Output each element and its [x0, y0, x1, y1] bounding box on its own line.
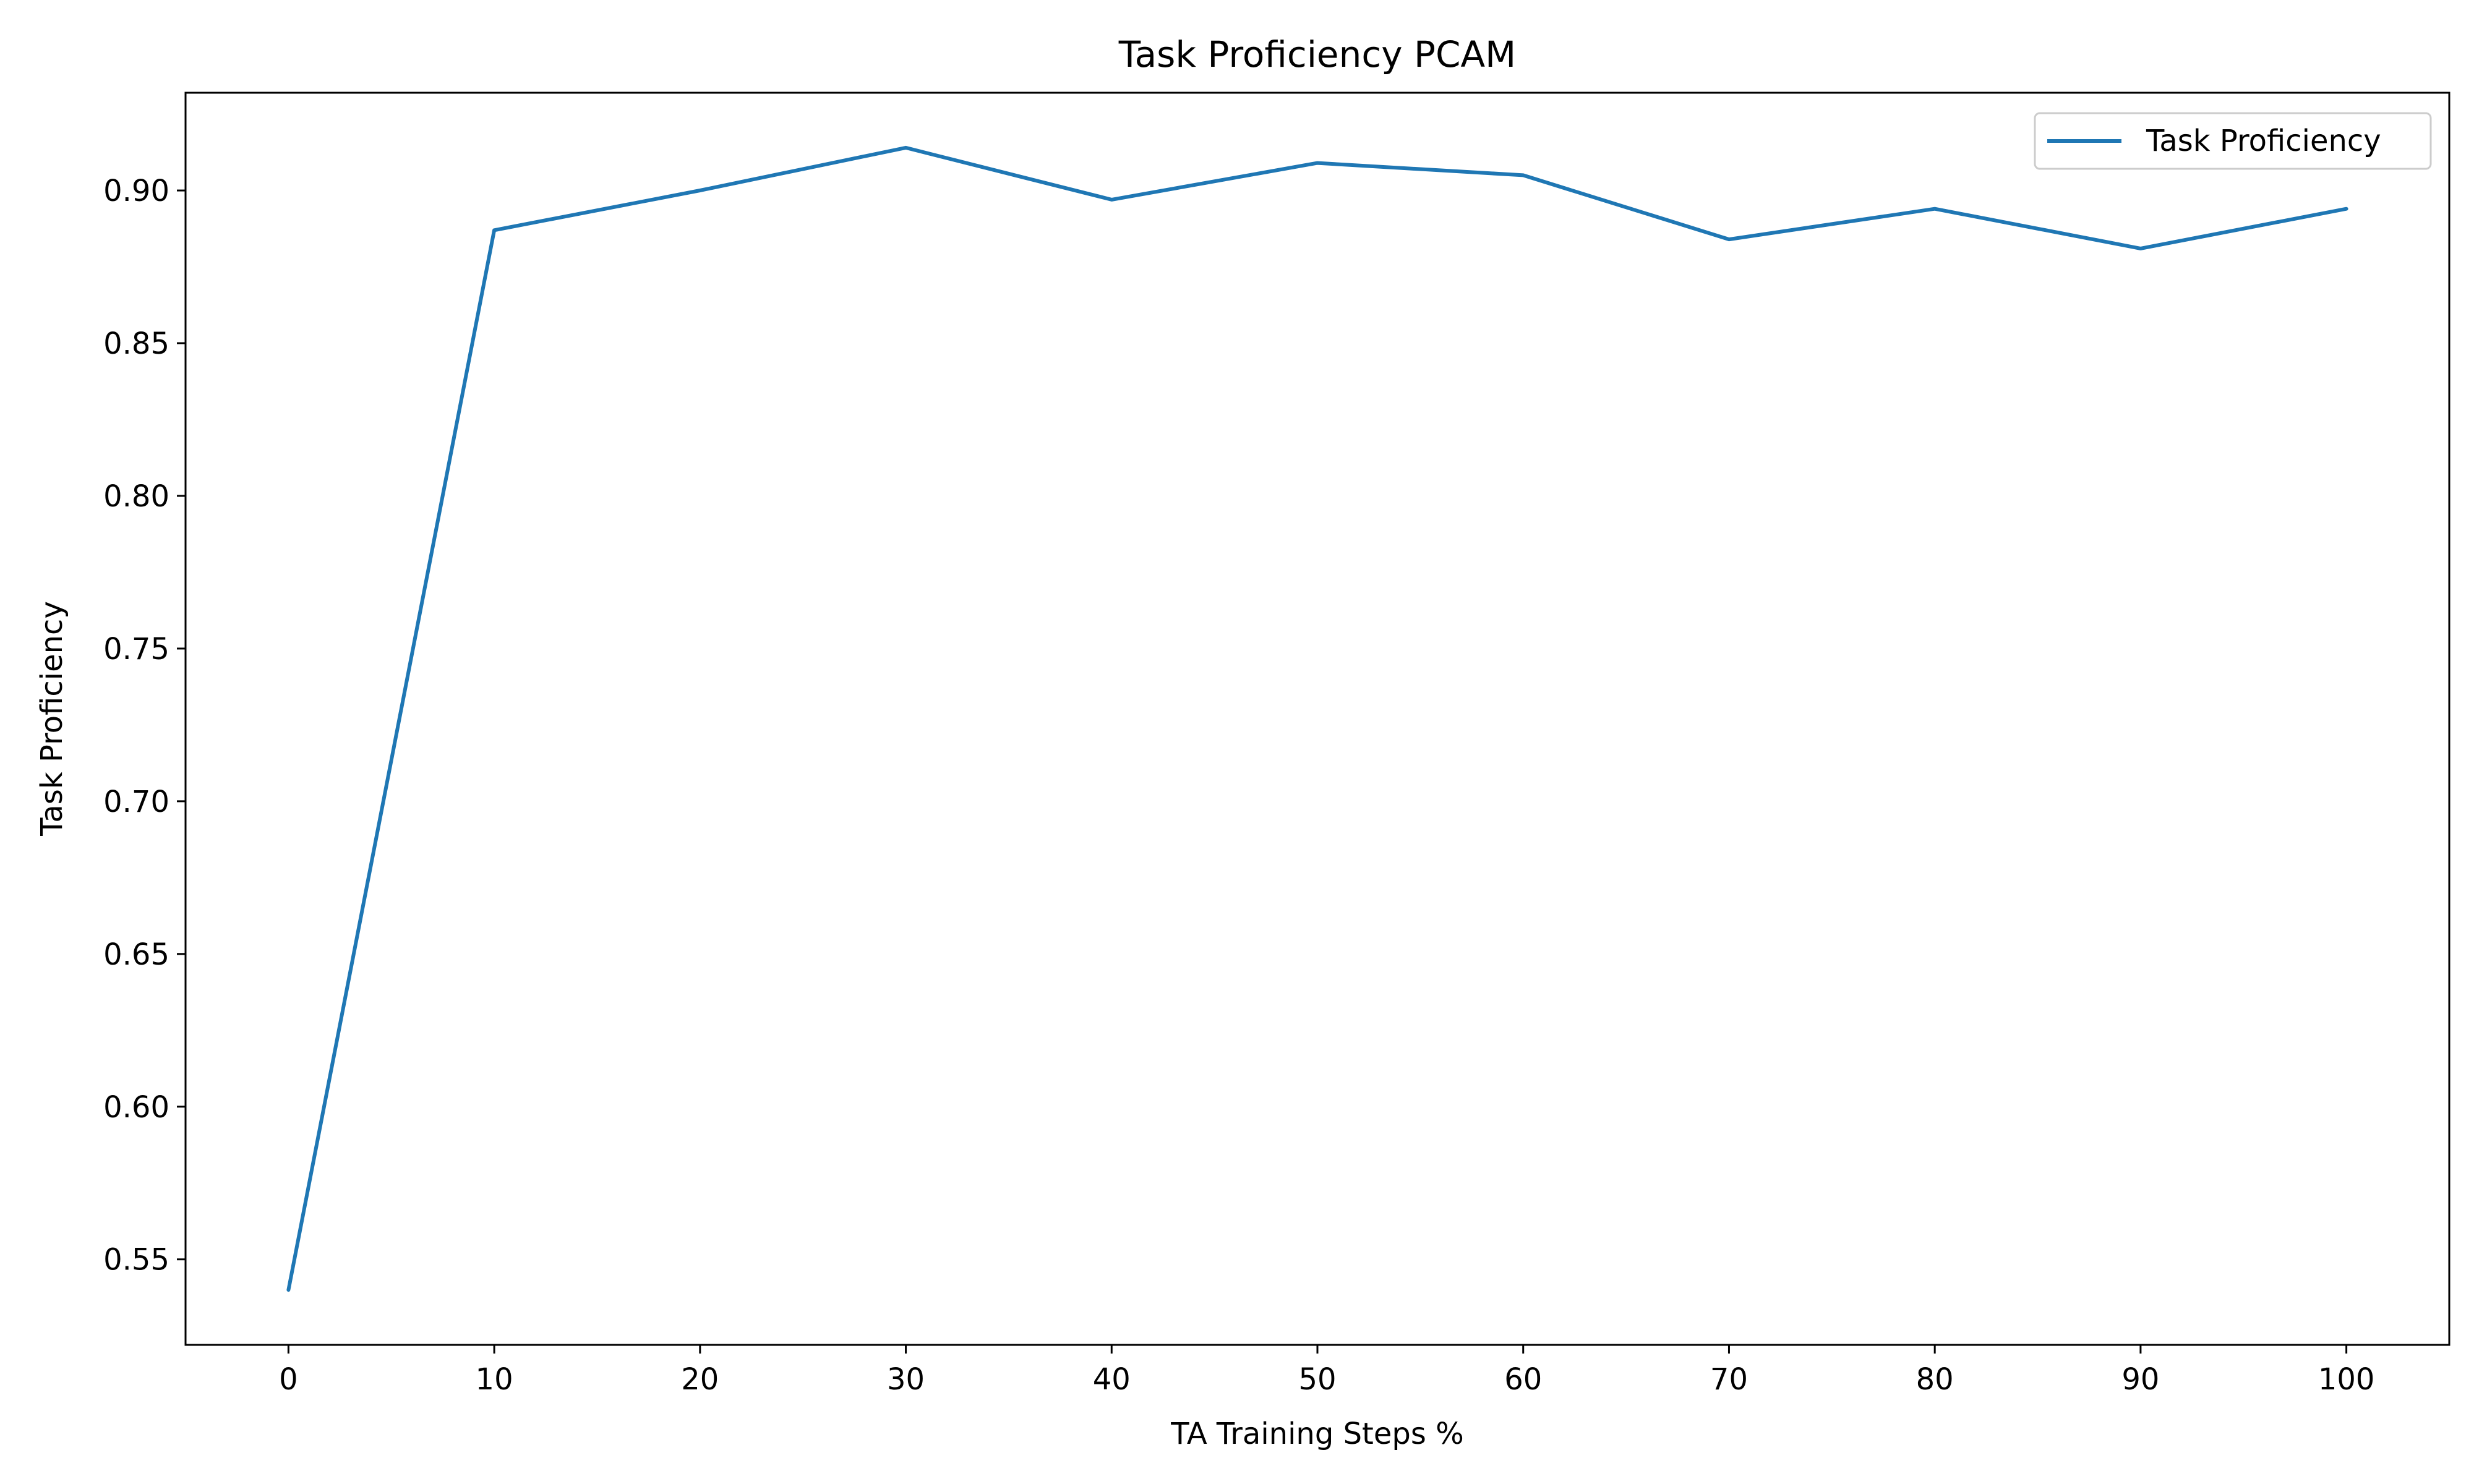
- x-axis-title: TA Training Steps %: [1170, 1417, 1464, 1451]
- y-tick-label: 0.60: [103, 1090, 169, 1125]
- x-tick-label: 40: [1093, 1362, 1131, 1397]
- x-tick-label: 60: [1504, 1362, 1542, 1397]
- x-tick-label: 90: [2121, 1362, 2159, 1397]
- y-tick-label: 0.85: [103, 326, 169, 361]
- y-tick-label: 0.75: [103, 632, 169, 667]
- x-tick-label: 20: [681, 1362, 719, 1397]
- legend: Task Proficiency: [2034, 112, 2432, 170]
- series-line-0: [286, 145, 2348, 1292]
- x-tick-label: 100: [2318, 1362, 2375, 1397]
- y-tick-label: 0.70: [103, 785, 169, 819]
- series-layer: [286, 145, 2348, 1292]
- x-tick-label: 80: [1916, 1362, 1954, 1397]
- x-tick-label: 70: [1710, 1362, 1748, 1397]
- legend-frame: [2034, 112, 2432, 170]
- plot-frame: [184, 92, 2450, 1346]
- x-tick-label: 30: [887, 1362, 925, 1397]
- y-tick-label: 0.90: [103, 174, 169, 208]
- y-tick-label: 0.55: [103, 1243, 169, 1277]
- legend-label: Task Proficiency: [2146, 124, 2381, 158]
- y-axis-ticks: 0.55 0.60 0.65 0.70 0.75 0.80 0.85 0.90: [103, 174, 186, 1277]
- y-tick-label: 0.65: [103, 937, 169, 972]
- x-tick-label: 50: [1298, 1362, 1336, 1397]
- x-axis-ticks: 0 10 20 30 40 50 60 70 80 90 100: [279, 1345, 2374, 1397]
- y-axis-title: Task Proficiency: [35, 601, 69, 837]
- x-tick-label: 10: [476, 1362, 513, 1397]
- y-tick-label: 0.80: [103, 479, 169, 514]
- x-tick-label: 0: [279, 1362, 298, 1397]
- chart-title: Task Proficiency PCAM: [1118, 33, 1516, 75]
